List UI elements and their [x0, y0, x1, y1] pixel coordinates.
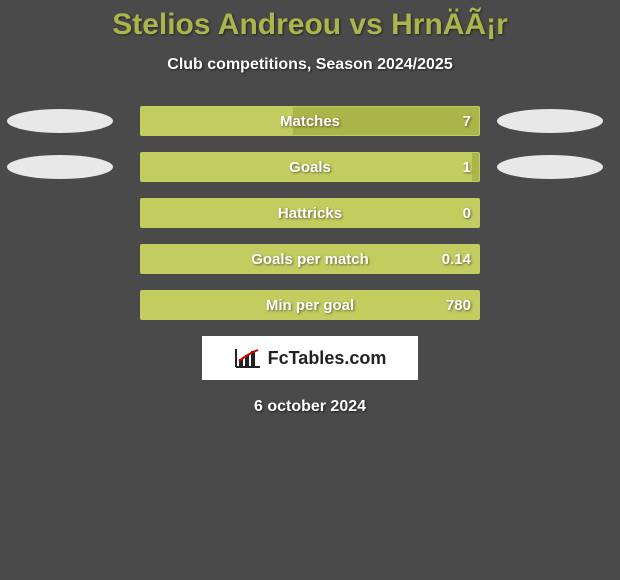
- player-left-ellipse: [7, 155, 113, 179]
- player-right-ellipse: [497, 109, 603, 133]
- stat-row: Hattricks0: [0, 198, 620, 228]
- stat-bar-fill: [141, 107, 293, 135]
- page-subtitle: Club competitions, Season 2024/2025: [0, 56, 620, 74]
- stat-bar-fill: [141, 153, 472, 181]
- stat-row: Min per goal780: [0, 290, 620, 320]
- stat-row: Matches7: [0, 106, 620, 136]
- stat-bar: Min per goal780: [140, 290, 480, 320]
- stat-value: 7: [463, 107, 471, 137]
- stat-bar: Goals per match0.14: [140, 244, 480, 274]
- stat-bar-fill: [141, 245, 479, 273]
- stat-bar-fill: [141, 291, 479, 319]
- stat-bar-fill: [141, 199, 479, 227]
- logo-box: FcTables.com: [202, 336, 418, 380]
- stat-bar: Matches7: [140, 106, 480, 136]
- stat-row: Goals1: [0, 152, 620, 182]
- player-left-ellipse: [7, 109, 113, 133]
- logo-text: FcTables.com: [268, 348, 387, 369]
- date-line: 6 october 2024: [0, 398, 620, 416]
- player-right-ellipse: [497, 155, 603, 179]
- comparison-infographic: Stelios Andreou vs HrnÄÃ¡r Club competit…: [0, 8, 620, 580]
- page-title: Stelios Andreou vs HrnÄÃ¡r: [0, 8, 620, 42]
- stat-row: Goals per match0.14: [0, 244, 620, 274]
- bar-chart-icon: [234, 347, 262, 369]
- stat-bar: Hattricks0: [140, 198, 480, 228]
- stat-bar: Goals1: [140, 152, 480, 182]
- stats-area: Matches7 Goals1 Hattricks0 Goals per match0…: [0, 106, 620, 320]
